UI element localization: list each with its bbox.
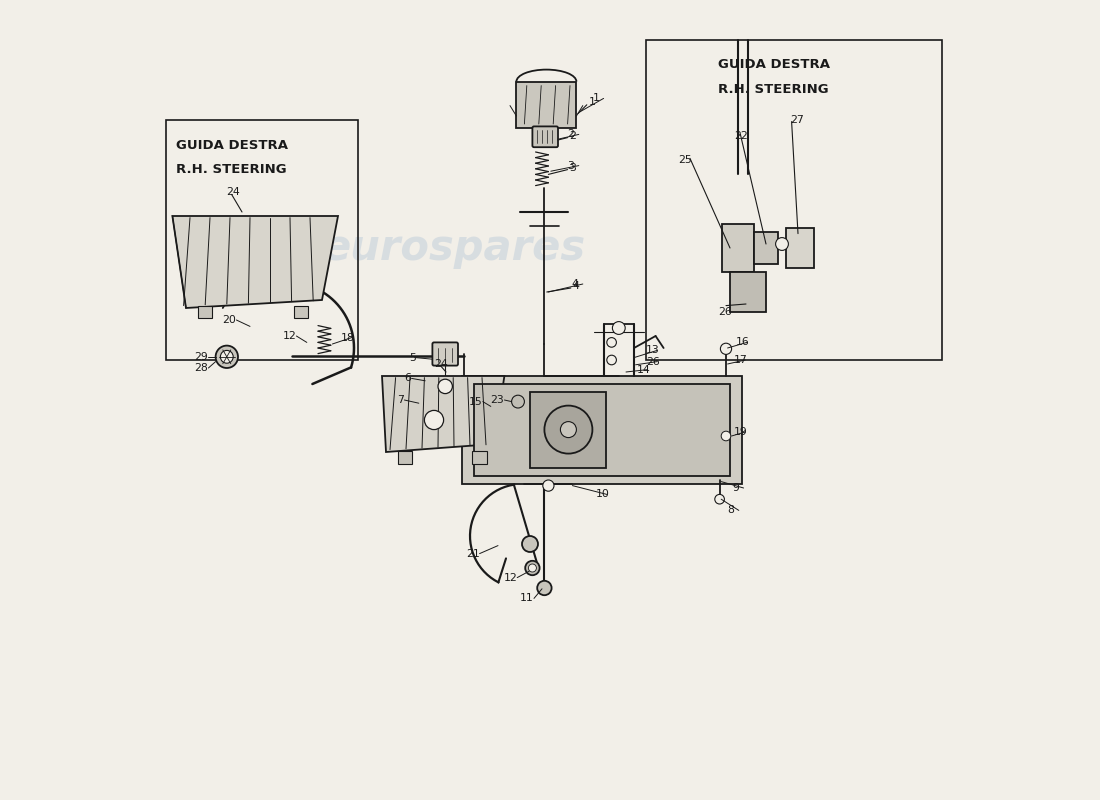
Circle shape <box>776 238 789 250</box>
Text: 24: 24 <box>226 187 240 197</box>
Text: eurospares: eurospares <box>322 227 585 269</box>
Polygon shape <box>730 272 766 312</box>
Text: eurospares: eurospares <box>459 411 722 453</box>
Circle shape <box>216 346 238 368</box>
Text: 13: 13 <box>646 346 660 355</box>
Text: 23: 23 <box>491 395 505 405</box>
Text: 28: 28 <box>195 363 208 373</box>
Circle shape <box>613 322 625 334</box>
Bar <box>398 451 412 464</box>
Circle shape <box>607 338 616 347</box>
Text: 27: 27 <box>790 115 804 125</box>
Text: 5: 5 <box>409 353 416 362</box>
Text: 20: 20 <box>222 315 236 325</box>
Polygon shape <box>173 216 338 308</box>
Text: 14: 14 <box>637 365 650 374</box>
FancyBboxPatch shape <box>432 342 458 366</box>
Text: 3: 3 <box>569 163 576 173</box>
Circle shape <box>525 561 540 575</box>
Polygon shape <box>754 232 778 264</box>
Bar <box>294 306 308 318</box>
Text: 4: 4 <box>572 282 580 291</box>
Text: 26: 26 <box>646 357 660 366</box>
Bar <box>166 120 358 360</box>
Circle shape <box>560 422 576 438</box>
Circle shape <box>512 395 525 408</box>
Text: 18: 18 <box>340 333 354 342</box>
Circle shape <box>715 494 725 504</box>
Text: 10: 10 <box>595 490 609 499</box>
Text: 12: 12 <box>504 573 517 582</box>
Text: GUIDA DESTRA: GUIDA DESTRA <box>176 139 287 152</box>
Text: 3: 3 <box>568 161 574 170</box>
Text: 22: 22 <box>734 131 748 141</box>
Text: 26: 26 <box>718 307 732 317</box>
Text: 2: 2 <box>569 131 576 141</box>
Text: R.H. STEERING: R.H. STEERING <box>718 83 828 96</box>
Text: 12: 12 <box>283 331 296 341</box>
Text: 11: 11 <box>520 594 534 603</box>
Text: 7: 7 <box>397 395 405 405</box>
Bar <box>462 376 742 484</box>
Circle shape <box>544 406 593 454</box>
Text: 8: 8 <box>727 506 735 515</box>
Circle shape <box>607 355 616 365</box>
Text: 1: 1 <box>588 98 595 107</box>
Text: GUIDA DESTRA: GUIDA DESTRA <box>718 58 830 70</box>
Text: 1: 1 <box>593 94 600 103</box>
Text: 25: 25 <box>678 155 692 165</box>
Circle shape <box>542 480 554 491</box>
Text: 2: 2 <box>568 130 574 139</box>
Text: 21: 21 <box>466 549 480 558</box>
Text: 15: 15 <box>469 397 483 406</box>
Text: 6: 6 <box>405 374 411 383</box>
Circle shape <box>220 350 233 363</box>
Bar <box>472 451 487 464</box>
Text: 17: 17 <box>734 355 748 365</box>
Text: 19: 19 <box>734 427 748 437</box>
Text: 9: 9 <box>733 483 739 493</box>
Circle shape <box>537 581 551 595</box>
Polygon shape <box>516 82 576 128</box>
Polygon shape <box>382 376 505 452</box>
Circle shape <box>425 410 443 430</box>
Text: R.H. STEERING: R.H. STEERING <box>176 163 286 176</box>
Bar <box>646 40 942 360</box>
FancyBboxPatch shape <box>532 126 558 147</box>
Circle shape <box>522 536 538 552</box>
Circle shape <box>720 343 732 354</box>
Circle shape <box>528 564 537 572</box>
Bar <box>530 392 606 468</box>
Text: 24: 24 <box>434 359 448 369</box>
Text: 4: 4 <box>572 279 579 289</box>
Text: 16: 16 <box>736 338 749 347</box>
Bar <box>474 384 730 476</box>
Circle shape <box>722 431 730 441</box>
Polygon shape <box>786 228 814 268</box>
Polygon shape <box>722 224 754 272</box>
Bar <box>198 306 212 318</box>
Circle shape <box>438 379 452 394</box>
Text: 29: 29 <box>195 352 208 362</box>
